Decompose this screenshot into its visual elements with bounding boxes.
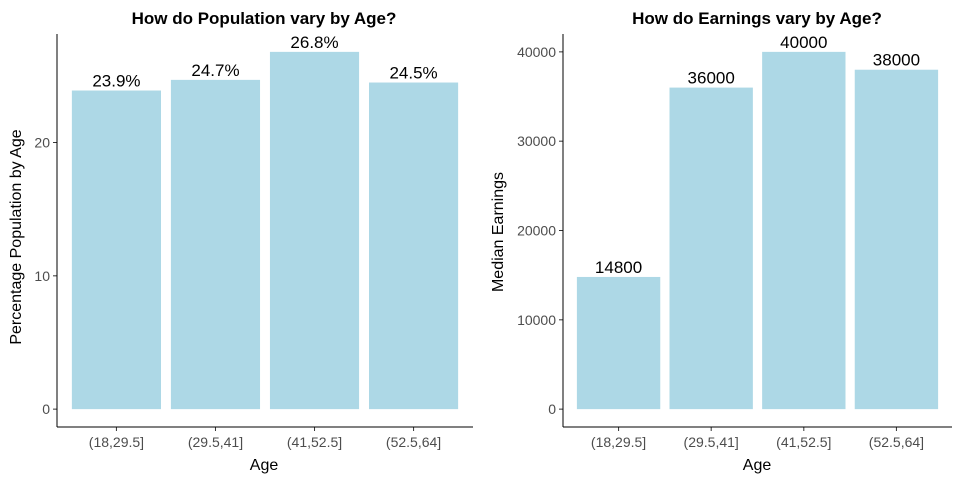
earnings-bar-1 bbox=[669, 87, 753, 410]
population-x-tick-label-1: (29.5,41] bbox=[188, 434, 243, 450]
earnings-chart-title: How do Earnings vary by Age? bbox=[632, 9, 882, 28]
population-y-tick-label-2: 20 bbox=[34, 135, 50, 151]
population-chart-panel: How do Population vary by Age? 23.9% 24.7… bbox=[8, 9, 473, 474]
earnings-chart-panel: How do Earnings vary by Age? 14800 36000 4… bbox=[490, 9, 952, 474]
population-x-tick-label-0: (18,29.5] bbox=[89, 434, 144, 450]
population-data-label-0: 23.9% bbox=[92, 72, 140, 91]
earnings-bar-0 bbox=[576, 276, 661, 410]
population-bar-0 bbox=[71, 90, 161, 410]
earnings-y-tick-label-2: 20000 bbox=[517, 223, 556, 239]
earnings-data-label-2: 40000 bbox=[780, 33, 827, 52]
population-bar-2 bbox=[269, 51, 360, 410]
population-x-tick-label-3: (52.5,64] bbox=[386, 434, 441, 450]
earnings-bar-3 bbox=[854, 69, 939, 410]
population-y-tick-label-1: 10 bbox=[34, 268, 50, 284]
earnings-bar-2 bbox=[762, 51, 846, 410]
population-x-axis-title: Age bbox=[250, 457, 279, 474]
population-chart-title: How do Population vary by Age? bbox=[132, 9, 397, 28]
population-bar-1 bbox=[170, 79, 261, 410]
population-y-tick-label-0: 0 bbox=[42, 401, 50, 417]
population-data-label-2: 26.8% bbox=[290, 33, 338, 52]
earnings-y-tick-label-1: 10000 bbox=[517, 312, 556, 328]
earnings-y-axis-title: Median Earnings bbox=[490, 172, 507, 292]
earnings-y-tick-label-3: 30000 bbox=[517, 133, 556, 149]
earnings-x-tick-label-2: (41,52.5] bbox=[776, 434, 831, 450]
earnings-y-tick-label-0: 0 bbox=[548, 401, 556, 417]
population-data-label-3: 24.5% bbox=[389, 64, 437, 83]
earnings-data-label-1: 36000 bbox=[688, 69, 735, 88]
earnings-x-tick-label-3: (52.5,64] bbox=[869, 434, 924, 450]
population-x-tick-label-2: (41,52.5] bbox=[287, 434, 342, 450]
population-data-label-1: 24.7% bbox=[191, 61, 239, 80]
earnings-data-label-3: 38000 bbox=[873, 51, 920, 70]
earnings-data-label-0: 14800 bbox=[595, 258, 642, 277]
earnings-x-axis-title: Age bbox=[743, 457, 772, 474]
earnings-y-tick-label-4: 40000 bbox=[517, 44, 556, 60]
earnings-x-tick-label-0: (18,29.5] bbox=[591, 434, 646, 450]
population-bar-3 bbox=[369, 82, 459, 410]
population-y-axis-title: Percentage Population by Age bbox=[8, 129, 25, 344]
earnings-x-tick-label-1: (29.5,41] bbox=[684, 434, 739, 450]
